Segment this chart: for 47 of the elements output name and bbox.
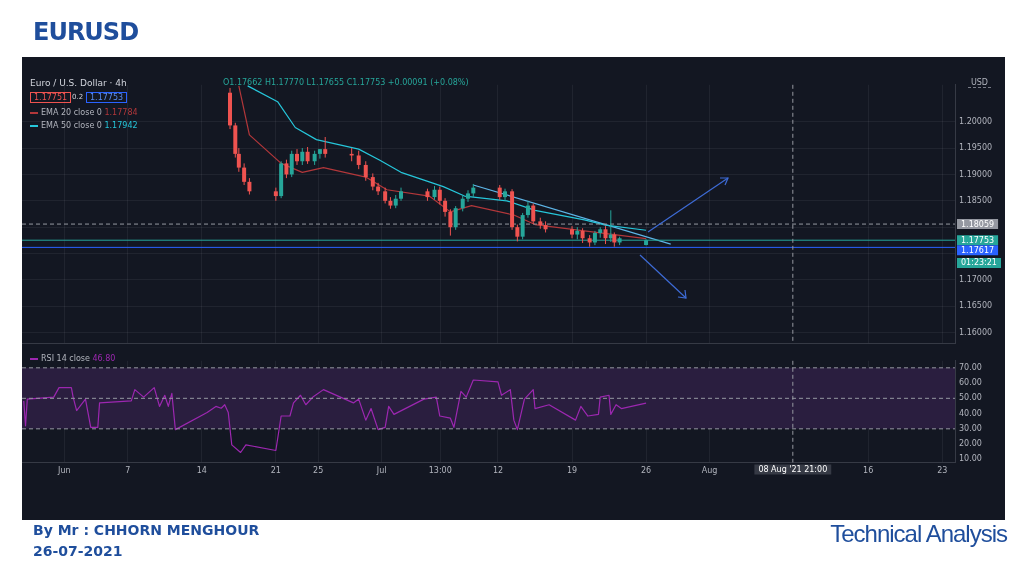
x-tick-label: 12 <box>492 466 504 476</box>
x-tick-label: 25 <box>313 466 324 476</box>
chart-subtitle: Euro / U.S. Dollar · 4h <box>30 78 127 88</box>
annotation: 1.17784 <box>104 108 138 117</box>
x-tick-label: Jul <box>375 466 387 476</box>
y-tick-label: 1.20000 <box>959 116 993 126</box>
text: By Mr : CHHORN MENGHOUR <box>33 522 260 538</box>
ref-line-label: 08 Aug '21 21:00 <box>758 464 828 474</box>
y-axis-title: USD <box>967 78 991 88</box>
annotation: 1.17753 <box>86 92 128 103</box>
annotation: 46.80 <box>92 354 116 363</box>
text: Technical Analysis <box>830 520 1007 548</box>
annotation: 1.17942 <box>104 121 138 130</box>
x-tick-label: 23 <box>937 466 948 476</box>
y-tick-label: 40.00 <box>959 408 982 418</box>
y-tick-label: 1.19500 <box>959 143 993 153</box>
x-tick-label: 21 <box>270 466 281 476</box>
legend-label: EMA 50 close 0 <box>41 121 102 130</box>
text: 26-07-2021 <box>33 543 123 559</box>
x-tick-label: 19 <box>566 466 578 476</box>
ref-line-label: 1.17617 <box>961 245 995 255</box>
x-tick-label: Aug <box>701 466 718 476</box>
x-tick-label: 7 <box>125 466 131 476</box>
x-tick-label: 13:00 <box>428 466 452 476</box>
text: 01:23:21 <box>957 258 1001 268</box>
y-tick-label: 10.00 <box>959 454 982 464</box>
annotation: O1.17662 H1.17770 L1.17655 C1.17753 +0.00091 (+0.08%) <box>223 78 469 87</box>
y-tick-label: 50.00 <box>959 393 982 403</box>
y-tick-label: 70.00 <box>959 362 982 372</box>
y-tick-label: 1.17000 <box>959 275 993 284</box>
chart-title: EURUSD <box>33 18 139 46</box>
legend-label: RSI 14 close <box>41 354 90 363</box>
x-tick-label: 16 <box>863 466 874 476</box>
y-tick-label: 20.00 <box>959 439 982 449</box>
y-tick-label: 30.00 <box>959 423 982 433</box>
y-tick-label: 60.00 <box>959 378 982 388</box>
x-tick-label: 26 <box>640 466 652 476</box>
x-tick-label: Jun <box>57 466 71 476</box>
y-tick-label: 1.19000 <box>959 169 993 179</box>
legend-label: EMA 20 close 0 <box>41 108 102 117</box>
annotation: 1.17751 <box>30 92 72 103</box>
ref-line-label: 1.18059 <box>961 219 995 229</box>
y-tick-label: 1.18500 <box>959 195 993 205</box>
x-tick-label: 14 <box>196 466 207 476</box>
y-tick-label: 1.16000 <box>959 327 993 337</box>
y-tick-label: 1.16500 <box>959 301 993 311</box>
ref-line-label: 1.17753 <box>961 235 995 245</box>
